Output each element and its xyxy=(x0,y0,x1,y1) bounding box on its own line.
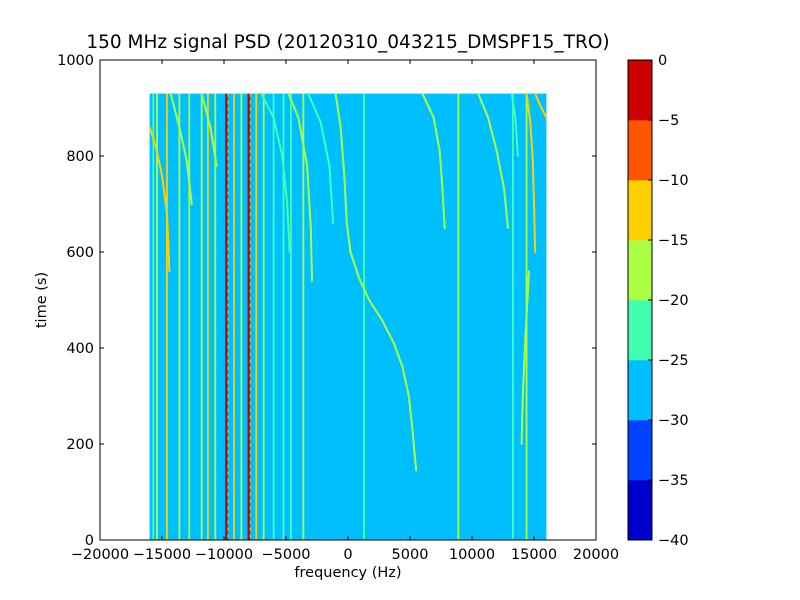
colorbar-segment xyxy=(628,120,652,181)
y-tick-label: 1000 xyxy=(57,53,94,69)
doppler-curve xyxy=(534,92,548,119)
spectrogram-field xyxy=(149,93,547,540)
doppler-curve xyxy=(520,270,530,445)
x-tick-label: 20000 xyxy=(573,547,619,563)
x-axis: −20000 −15000 −10000 −5000 0 5000 10000 15000 20… xyxy=(71,60,619,563)
doppler-curve xyxy=(421,92,446,229)
spectrogram-background-cell xyxy=(149,93,547,540)
y-tick-label: 800 xyxy=(66,149,94,165)
spectrogram-lines xyxy=(152,93,528,540)
x-tick-label: 10000 xyxy=(449,547,495,563)
colorbar: −40 −35 −30 −25 −20 −15 −10 −5 0 xyxy=(627,53,689,549)
doppler-curve xyxy=(200,92,218,167)
doppler-curve xyxy=(510,92,519,157)
colorbar-segment xyxy=(628,240,652,301)
doppler-curve xyxy=(334,92,418,472)
colorbar-tick-label: −10 xyxy=(658,173,689,189)
colorbar-segment xyxy=(628,300,652,361)
x-tick-label: 15000 xyxy=(511,547,557,563)
colorbar-tick-label: −15 xyxy=(658,233,689,249)
colorbar-tick-label: −35 xyxy=(658,473,689,489)
colorbar-segment xyxy=(628,480,652,541)
y-tick-label: 400 xyxy=(66,341,94,357)
plot-area xyxy=(99,59,597,541)
colorbar-segment xyxy=(628,420,652,481)
y-tick-label: 200 xyxy=(66,437,94,453)
y-axis-label: time (s) xyxy=(34,272,50,328)
y-tick-label: 0 xyxy=(85,533,94,549)
colorbar-segment xyxy=(628,60,652,121)
x-tick-label: −20000 xyxy=(71,547,129,563)
x-tick-label: −5000 xyxy=(261,547,310,563)
colorbar-tick-label: −40 xyxy=(658,533,689,549)
colorbar-tick-label: −5 xyxy=(658,113,679,129)
colorbar-tick-label: −25 xyxy=(658,353,689,369)
colorbar-tick-label: −20 xyxy=(658,293,689,309)
x-tick-label: −15000 xyxy=(133,547,191,563)
chart-title: 150 MHz signal PSD (20120310_043215_DMSP… xyxy=(86,32,609,53)
doppler-curve xyxy=(148,126,171,273)
doppler-curve xyxy=(260,92,291,253)
doppler-curve xyxy=(287,92,313,282)
doppler-curve xyxy=(525,92,537,253)
y-tick-label: 600 xyxy=(66,245,94,261)
doppler-curve xyxy=(307,92,335,225)
x-tick-label: −10000 xyxy=(195,547,253,563)
x-axis-label: frequency (Hz) xyxy=(294,565,401,581)
doppler-curve xyxy=(477,92,509,229)
colorbar-segment xyxy=(628,180,652,241)
x-tick-label: 5000 xyxy=(392,547,429,563)
x-tick-label: 0 xyxy=(343,547,352,563)
doppler-curve xyxy=(169,92,193,205)
colorbar-tick-label: −30 xyxy=(658,413,689,429)
spectrogram-curves xyxy=(148,92,548,472)
y-axis: 0 200 400 600 800 1000 xyxy=(57,53,596,549)
colorbar-tick-label: 0 xyxy=(658,53,667,69)
colorbar-segment xyxy=(628,360,652,421)
